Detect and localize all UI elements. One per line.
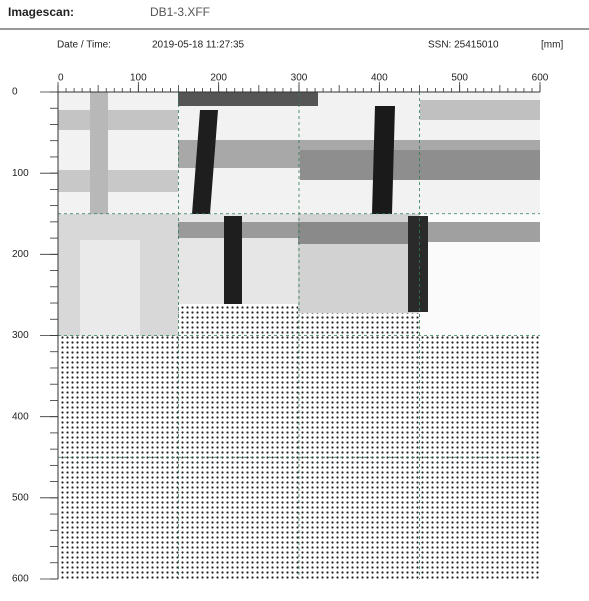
x-tick-label: 500 bbox=[451, 73, 468, 84]
y-tick-label: 400 bbox=[12, 411, 29, 422]
y-tick-label: 500 bbox=[12, 492, 29, 503]
file-name: DB1-3.XFF bbox=[150, 5, 210, 19]
page: Imagescan: DB1-3.XFF Date / Time: 2019-0… bbox=[0, 0, 589, 601]
x-tick-label: 200 bbox=[210, 73, 227, 84]
y-tick-label: 100 bbox=[12, 168, 29, 179]
x-tick-label: 100 bbox=[130, 73, 147, 84]
x-tick-label: 400 bbox=[371, 73, 388, 84]
date-value: 2019-05-18 11:27:35 bbox=[152, 40, 245, 51]
x-tick-label: 300 bbox=[291, 73, 308, 84]
y-tick-label: 300 bbox=[12, 330, 29, 341]
date-label: Date / Time: bbox=[57, 40, 111, 51]
ssn: SSN: 25415010 bbox=[428, 40, 499, 51]
scan-report: Imagescan: DB1-3.XFF Date / Time: 2019-0… bbox=[0, 0, 589, 601]
y-tick-label: 200 bbox=[12, 249, 29, 260]
y-tick-label: 600 bbox=[12, 574, 29, 585]
unit: [mm] bbox=[541, 40, 563, 51]
y-tick-label: 0 bbox=[12, 87, 18, 98]
x-tick-label: 600 bbox=[532, 73, 549, 84]
x-tick-label: 0 bbox=[58, 73, 64, 84]
title: Imagescan: bbox=[8, 5, 74, 19]
